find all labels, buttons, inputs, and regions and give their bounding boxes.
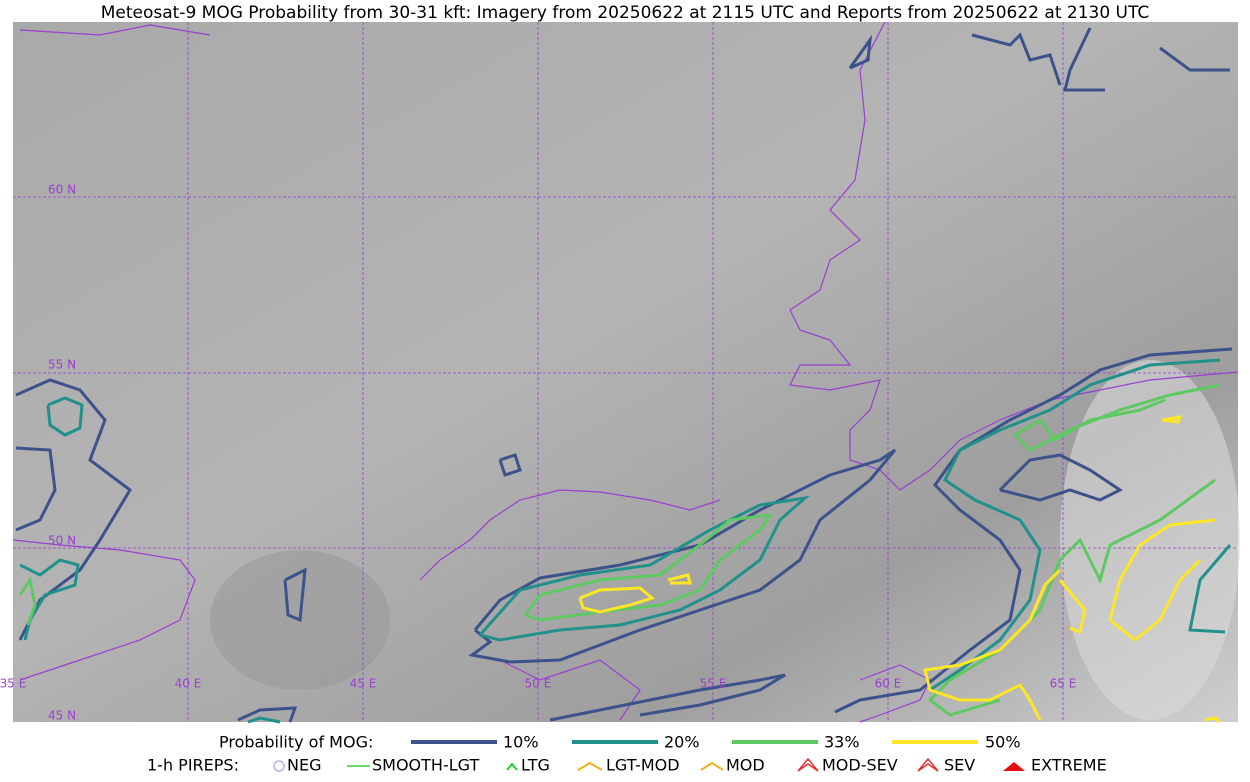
pirep-label: SMOOTH-LGT <box>372 756 479 775</box>
pirep-icon <box>797 757 819 772</box>
coastline <box>789 21 1239 491</box>
coastlines <box>12 21 1239 723</box>
contour-10 <box>1159 46 1230 72</box>
contour-33 <box>927 478 1216 717</box>
pirep-label: EXTREME <box>1031 756 1107 775</box>
lon-label: 45 E <box>350 677 377 691</box>
contour-50 <box>578 586 656 614</box>
map: 60 N 55 N 50 N 45 N 35 E 40 E 45 E 50 E … <box>0 21 1240 724</box>
lon-label: 40 E <box>175 677 202 691</box>
contour-10 <box>15 378 132 641</box>
contour-20 <box>478 495 810 642</box>
contour-10 <box>468 448 897 664</box>
contour-10 <box>498 453 522 477</box>
contour-33 <box>1012 383 1221 452</box>
legend-label: 10% <box>503 733 539 752</box>
contour-20 <box>929 358 1221 692</box>
coastline <box>12 539 196 681</box>
legend-label: 50% <box>985 733 1021 752</box>
contours <box>15 27 1233 724</box>
contour-50 <box>1058 579 1087 635</box>
contour-10 <box>283 567 307 623</box>
pirep-label: LTG <box>521 756 550 775</box>
contour-20 <box>46 396 84 437</box>
contour-10 <box>971 32 1062 86</box>
coastline <box>419 489 721 581</box>
lon-label: 35 E <box>0 677 26 691</box>
contour-50 <box>923 568 1062 721</box>
contour-20 <box>247 716 281 724</box>
legend-label: 20% <box>664 733 700 752</box>
title: Meteosat-9 MOG Probability from 30-31 kf… <box>101 3 1150 23</box>
lat-label: 55 N <box>48 358 76 372</box>
contour-50 <box>1204 716 1221 724</box>
legend: Probability of MOG: 10% 20% 33% 50% 1-h … <box>147 733 1107 775</box>
lat-label: 45 N <box>48 709 76 723</box>
grid-labels: 60 N 55 N 50 N 45 N 35 E 40 E 45 E 50 E … <box>0 183 1076 723</box>
pirep-icon <box>1003 762 1025 771</box>
pirep-label: MOD-SEV <box>822 756 898 775</box>
pirep-icon <box>577 761 603 771</box>
lon-label: 65 E <box>1050 677 1077 691</box>
legend-title: Probability of MOG: <box>219 733 373 752</box>
contour-33 <box>18 576 37 626</box>
lon-label: 60 E <box>875 677 902 691</box>
contour-10 <box>998 453 1123 502</box>
pirep-label: NEG <box>287 756 321 775</box>
pirep-icon <box>700 761 724 771</box>
contour-10 <box>15 446 57 532</box>
coastline <box>859 664 931 723</box>
grid-lines <box>13 22 1238 722</box>
contour-10 <box>848 34 873 70</box>
coastline <box>499 659 641 721</box>
lon-label: 55 E <box>700 677 727 691</box>
satellite-image <box>13 22 1238 722</box>
lat-label: 60 N <box>48 183 76 197</box>
contour-50 <box>1108 518 1216 642</box>
lon-label: 50 E <box>525 677 552 691</box>
contour-10 <box>834 347 1233 714</box>
contour-10 <box>237 706 298 723</box>
pirep-label: LGT-MOD <box>606 756 680 775</box>
contour-50 <box>1161 415 1183 424</box>
pirep-label: SEV <box>944 756 975 775</box>
contour-20 <box>1188 544 1232 634</box>
contour-10 <box>1063 27 1105 92</box>
legend-label: 33% <box>824 733 860 752</box>
pirep-label: MOD <box>726 756 765 775</box>
contour-50 <box>667 573 692 585</box>
lat-label: 50 N <box>48 534 76 548</box>
pirep-icon <box>506 762 518 771</box>
contour-10 <box>549 673 786 722</box>
pirep-icon <box>917 757 939 772</box>
coastline <box>19 24 211 36</box>
pirep-title: 1-h PIREPS: <box>147 756 239 775</box>
pirep-icon <box>273 760 285 772</box>
